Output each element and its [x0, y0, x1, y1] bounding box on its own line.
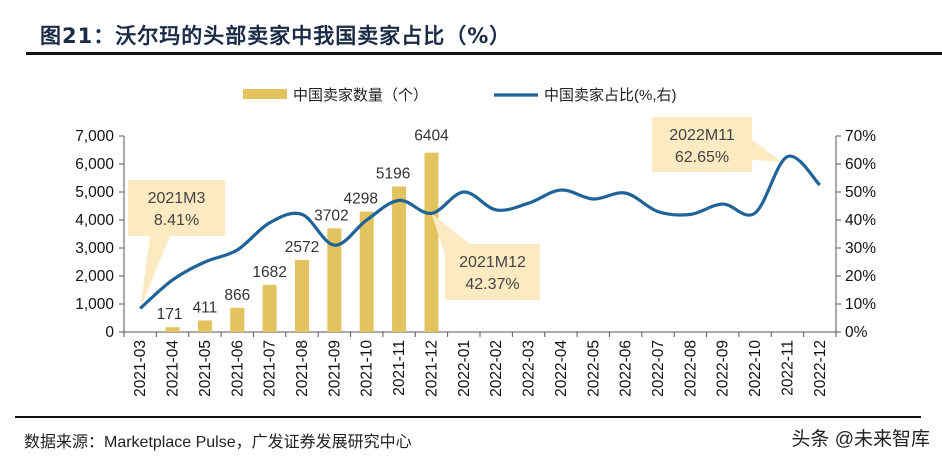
bar-data-label: 171	[157, 306, 183, 323]
bar	[165, 327, 180, 332]
x-tick-label: 2022-12	[812, 340, 829, 397]
x-tick-label: 2021-05	[197, 340, 214, 397]
legend-label-bar: 中国卖家数量（个）	[293, 87, 428, 104]
bar	[262, 284, 277, 332]
x-tick-label: 2021-04	[165, 340, 182, 397]
bar-data-label: 1682	[252, 264, 286, 281]
x-tick-label: 2021-03	[132, 340, 149, 397]
x-tick-label: 2022-08	[682, 340, 699, 397]
x-tick-label: 2022-03	[521, 340, 538, 397]
x-tick-label: 2021-08	[294, 340, 311, 397]
bar-data-label: 866	[224, 287, 250, 304]
bar-data-label: 2572	[285, 239, 319, 256]
bar	[359, 211, 374, 332]
right-tick-label: 40%	[845, 212, 876, 229]
bar-data-label: 3702	[314, 207, 348, 224]
x-tick-label: 2022-11	[779, 340, 796, 396]
bar-data-label: 5196	[376, 166, 410, 183]
right-tick-label: 60%	[845, 156, 876, 173]
bar	[295, 259, 309, 332]
right-tick-label: 20%	[845, 268, 876, 285]
x-tick-label: 2021-06	[229, 340, 246, 397]
x-tick-label: 2021-11	[391, 340, 408, 396]
bar-data-label: 4298	[343, 191, 377, 208]
x-tick-label: 2022-04	[553, 340, 570, 397]
source-divider	[15, 416, 921, 418]
left-tick-label: 7,000	[75, 128, 114, 145]
x-tick-label: 2022-09	[715, 340, 732, 397]
x-tick-label: 2021-07	[262, 340, 279, 397]
source-note: 数据来源：Marketplace Pulse，广发证券发展研究中心	[24, 434, 412, 451]
left-tick-label: 1,000	[75, 296, 114, 313]
share-line	[139, 154, 821, 310]
left-tick-label: 3,000	[75, 240, 114, 257]
legend-label-line: 中国卖家占比(%,右)	[544, 87, 677, 104]
left-tick-label: 2,000	[75, 268, 114, 285]
callout-label: 2021M3	[148, 190, 206, 207]
bar-data-label: 411	[193, 299, 218, 316]
callout-box	[652, 117, 752, 172]
left-tick-label: 5,000	[75, 184, 114, 201]
x-tick-label: 2021-09	[326, 340, 343, 397]
bar	[392, 186, 407, 332]
callout-value: 62.65%	[675, 149, 729, 166]
x-tick-label: 2022-02	[488, 340, 505, 397]
x-tick-label: 2022-06	[618, 340, 635, 397]
right-tick-label: 70%	[845, 128, 876, 145]
callout-value: 8.41%	[154, 212, 199, 229]
x-tick-label: 2022-01	[456, 340, 473, 397]
title-divider	[26, 52, 942, 55]
callout-label: 2022M11	[669, 127, 735, 144]
bar	[230, 307, 245, 332]
left-tick-label: 0	[105, 324, 114, 341]
bar	[327, 228, 342, 332]
x-tick-label: 2022-07	[650, 340, 667, 397]
callout-label: 2021M12	[459, 254, 526, 271]
bar	[197, 320, 212, 332]
x-tick-label: 2021-10	[359, 340, 376, 397]
right-tick-label: 10%	[845, 296, 876, 313]
watermark: 头条 @未来智库	[791, 429, 930, 450]
chart-title: 图21：沃尔玛的头部卖家中我国卖家占比（%）	[40, 24, 512, 48]
left-tick-label: 6,000	[75, 156, 114, 173]
callout-box	[128, 180, 225, 236]
callout-pointer	[752, 140, 782, 162]
bar-data-label: 6404	[414, 128, 449, 145]
legend-swatch-bar	[243, 89, 287, 99]
x-tick-label: 2022-05	[585, 340, 602, 397]
callout-pointer	[140, 236, 170, 309]
left-tick-label: 4,000	[75, 212, 114, 229]
right-tick-label: 50%	[845, 184, 876, 201]
right-tick-label: 30%	[845, 240, 876, 257]
x-tick-label: 2022-10	[747, 340, 764, 397]
x-tick-label: 2021-12	[423, 340, 440, 397]
bar	[424, 152, 439, 332]
right-tick-label: 0%	[845, 324, 868, 341]
callout-value: 42.37%	[465, 276, 519, 293]
callout-box	[445, 244, 540, 300]
